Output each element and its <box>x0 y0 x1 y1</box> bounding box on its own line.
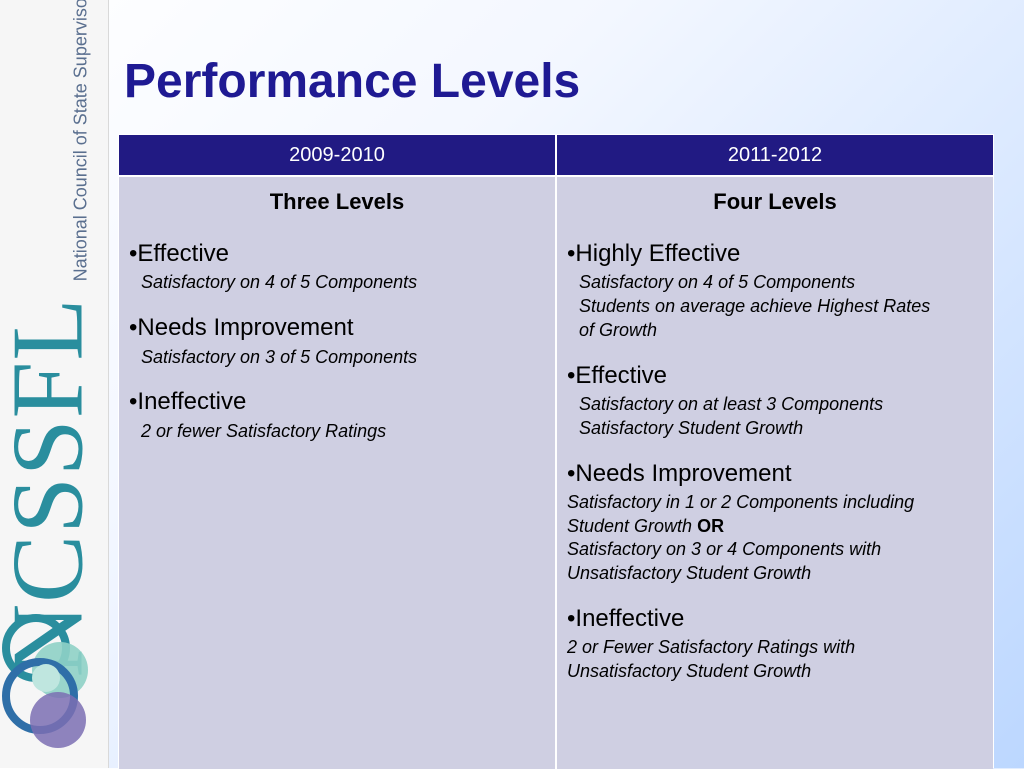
column-2009-2010: Three Levels •Effective Satisfactory on … <box>119 177 555 769</box>
level-item: •Ineffective 2 or Fewer Satisfactory Rat… <box>567 604 983 684</box>
column-heading: Three Levels <box>269 189 405 214</box>
detail-line: Satisfactory in 1 or 2 Components includ… <box>567 491 915 512</box>
level-item: •Effective Satisfactory on at least 3 Co… <box>567 361 983 441</box>
column-2011-2012: Four Levels •Highly Effective Satisfacto… <box>555 177 993 769</box>
detail-line: Unsatisfactory Student Growth <box>567 661 812 682</box>
detail-line: 2 or Fewer Satisfactory Ratings with <box>567 637 856 658</box>
or-keyword: OR <box>697 515 725 536</box>
level-name: •Highly Effective <box>567 240 741 267</box>
level-name: •Ineffective <box>567 604 685 632</box>
level-detail: 2 or fewer Satisfactory Ratings <box>129 420 545 444</box>
brand-full-name: National Council of State Supervisors fo… <box>70 0 91 282</box>
table-body-row: Three Levels •Effective Satisfactory on … <box>119 177 993 769</box>
detail-line: Satisfactory on 4 of 5 Components <box>579 272 856 293</box>
column-heading: Four Levels <box>713 189 837 214</box>
level-name: •Needs Improvement <box>567 459 792 487</box>
level-name: •Effective <box>129 240 230 267</box>
detail-line: 2 or fewer Satisfactory Ratings <box>141 420 387 441</box>
level-name: •Effective <box>567 361 668 389</box>
detail-line: Satisfactory Student Growth <box>579 417 804 438</box>
table-header-row: 2009-2010 2011-2012 <box>119 135 993 177</box>
detail-line: Students on average achieve Highest Rate… <box>579 296 931 317</box>
level-detail: Satisfactory on 4 of 5 Components <box>129 271 545 295</box>
detail-line: Satisfactory on 3 of 5 Components <box>141 346 418 367</box>
level-name: •Needs Improvement <box>129 314 354 342</box>
detail-text: Student Growth <box>567 515 693 536</box>
level-item: •Needs Improvement Satisfactory in 1 or … <box>567 459 983 586</box>
header-2011-2012: 2011-2012 <box>555 135 993 175</box>
detail-line: Student Growth OR <box>567 515 983 539</box>
level-item: •Highly Effective Satisfactory on 4 of 5… <box>567 240 983 343</box>
level-item: •Effective Satisfactory on 4 of 5 Compon… <box>129 240 545 295</box>
brand-strip: NCSSFL National Council of State Supervi… <box>0 0 109 768</box>
header-2009-2010: 2009-2010 <box>289 143 385 166</box>
level-item: •Ineffective 2 or fewer Satisfactory Rat… <box>129 388 545 444</box>
detail-line: of Growth <box>579 319 658 340</box>
page-title: Performance Levels <box>124 55 581 108</box>
level-name: •Ineffective <box>129 388 247 416</box>
level-detail: 2 or Fewer Satisfactory Ratings with Uns… <box>567 636 983 684</box>
level-detail: Satisfactory on at least 3 Components Sa… <box>567 393 983 441</box>
level-detail: Satisfactory in 1 or 2 Components includ… <box>567 491 983 586</box>
brand-wordmark: NCSSFL National Council of State Supervi… <box>0 0 105 678</box>
level-detail: Satisfactory on 3 of 5 Components <box>129 346 545 370</box>
detail-line: Satisfactory on 4 of 5 Components <box>141 272 418 293</box>
ncssfl-logo-icon <box>2 614 88 748</box>
detail-line: Unsatisfactory Student Growth <box>567 563 812 584</box>
level-item: •Needs Improvement Satisfactory on 3 of … <box>129 314 545 370</box>
level-detail: Satisfactory on 4 of 5 Components Studen… <box>567 271 983 342</box>
performance-levels-table: 2009-2010 2011-2012 Three Levels •Effect… <box>118 134 994 769</box>
detail-line: Satisfactory on at least 3 Components <box>579 394 884 415</box>
detail-line: Satisfactory on 3 or 4 Components with <box>567 539 882 560</box>
